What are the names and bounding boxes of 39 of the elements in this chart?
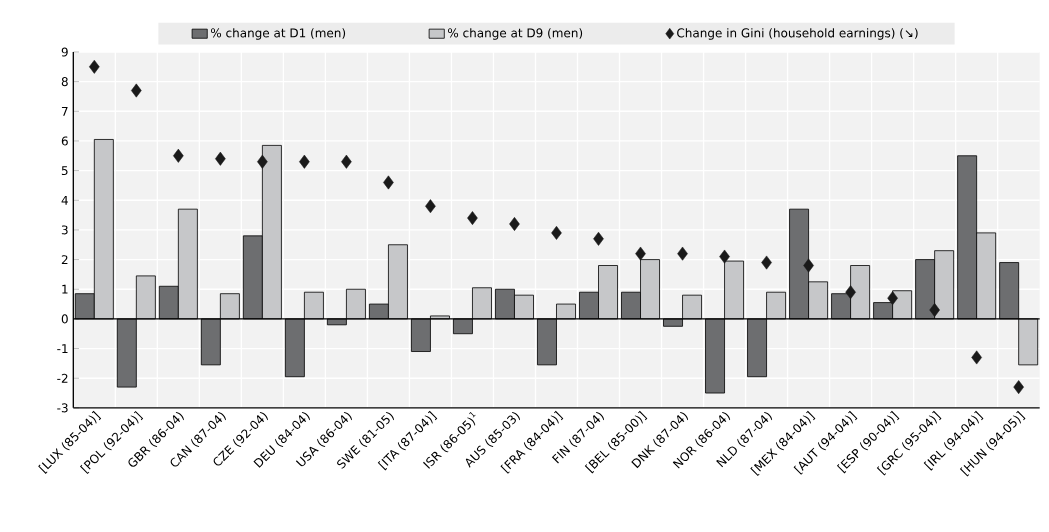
point (971, 350, 982, 365)
y-tick-label: -2 (57, 373, 68, 383)
y-tick-label: 3 (61, 225, 68, 235)
y-tick-label: -1 (57, 344, 68, 354)
point (845, 285, 856, 300)
point (719, 249, 730, 264)
point (551, 226, 562, 240)
y-tick-label: 6 (61, 136, 68, 146)
legend-label: % change at D1 (men) (211, 28, 346, 40)
point (887, 291, 898, 306)
point (509, 217, 520, 232)
point (341, 154, 352, 169)
y-tick-label: 7 (61, 107, 68, 116)
legend-label: % change at D9 (men) (448, 28, 583, 40)
point (299, 154, 310, 169)
y-tick-label: 8 (61, 77, 68, 87)
y-tick-label: 1 (62, 284, 68, 294)
y-tick-label: 4 (61, 195, 68, 205)
point (803, 258, 814, 273)
point (89, 59, 100, 74)
point (425, 199, 436, 214)
point (383, 175, 394, 190)
point (257, 154, 268, 169)
point (929, 303, 940, 318)
point (173, 148, 184, 163)
point (467, 211, 478, 226)
y-tick-label: 5 (61, 166, 68, 176)
y-tick-label: 2 (61, 255, 68, 265)
y-tick-label: 9 (61, 47, 68, 57)
point (677, 246, 688, 261)
point (215, 151, 226, 166)
y-tick-label: 0 (61, 314, 68, 324)
point (761, 255, 772, 270)
point (1013, 380, 1024, 395)
y-tick-label: -3 (57, 403, 68, 413)
point (131, 83, 142, 98)
legend-label: Change in Gini (household earnings) (↘) (677, 28, 918, 40)
point (593, 231, 604, 246)
point (635, 246, 646, 261)
